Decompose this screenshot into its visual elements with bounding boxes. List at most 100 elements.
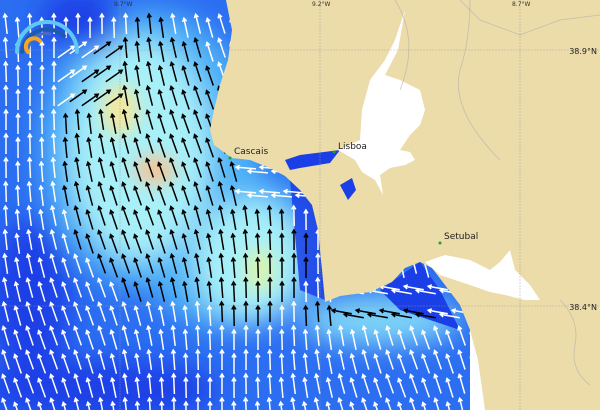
arrow-icon [278,376,285,399]
arrow-icon [207,352,213,375]
arrow-icon [39,136,45,159]
arrow-icon [181,137,191,158]
arrow-icon [97,205,106,226]
arrow-icon [278,400,284,410]
arrow-icon [97,301,106,322]
arrow-icon [109,185,118,206]
arrow-icon [291,252,297,275]
arrow-icon [39,88,45,111]
arrow-icon [49,325,59,346]
arrow-icon [37,232,45,254]
arrow-icon [469,353,478,374]
arrow-icon [457,396,464,410]
arrow-icon [105,45,124,59]
arrow-icon [37,281,46,302]
arrow-icon [193,61,202,82]
arrow-icon [157,209,167,230]
arrow-icon [219,396,225,410]
lat-label: 38.9°N [569,47,597,56]
arrow-icon [314,348,321,371]
arrow-icon [207,376,213,399]
arrow-icon [205,89,215,110]
arrow-icon [61,257,70,278]
arrow-icon [1,397,8,410]
arrow-icon [205,16,214,38]
arrow-icon [3,156,9,179]
arrow-icon [169,36,177,58]
arrow-icon [86,136,93,158]
arrow-icon [14,16,21,39]
arrow-icon [302,352,308,375]
arrow-icon [193,85,203,106]
arrow-icon [414,288,436,295]
arrow-icon [361,373,370,394]
city-marker-icon [438,241,442,245]
arrow-icon [13,401,19,410]
place-label-cascais[interactable]: Cascais [234,147,268,157]
arrow-icon [303,256,309,279]
arrow-icon [266,372,273,395]
arrow-icon [121,205,131,226]
arrow-icon [169,205,178,226]
arrow-icon [303,232,309,255]
arrow-icon [218,276,225,299]
arrow-icon [73,325,83,346]
arrow-icon [49,252,58,274]
arrow-icon [349,377,358,398]
arrow-icon [146,12,152,35]
wave-arc-logo-icon[interactable] [15,20,79,54]
arrow-icon [93,65,112,79]
arrow-icon [25,325,34,346]
arrow-icon [15,64,21,87]
arrow-icon [62,136,69,159]
arrow-icon [27,60,33,83]
arrow-icon [234,188,257,195]
arrow-icon [2,204,9,227]
arrow-icon [146,372,153,395]
arrow-icon [85,329,94,350]
arrow-icon [121,253,131,274]
arrow-icon [219,348,225,371]
arrow-icon [97,325,106,346]
arrow-icon [337,372,346,394]
arrow-icon [134,352,141,374]
arrow-icon [111,16,117,39]
arrow-icon [181,40,190,62]
place-label-setubal[interactable]: Setubal [444,232,478,242]
arrow-icon [85,257,95,278]
arrow-icon [38,208,45,230]
arrow-icon [97,348,106,370]
arrow-icon [98,396,104,410]
arrow-icon [279,280,285,302]
arrow-icon [290,396,296,410]
arrow-icon [170,324,176,347]
arrow-icon [231,328,237,351]
arrow-icon [133,161,142,182]
arrow-icon [266,396,272,410]
arrow-icon [133,281,142,302]
arrow-icon [421,377,431,398]
arrow-icon [291,204,297,227]
arrow-icon [279,304,285,327]
arrow-icon [206,280,212,303]
arrow-icon [97,180,106,202]
arrow-icon [207,328,213,351]
arrow-icon [217,180,226,202]
arrow-icon [122,396,128,410]
arrow-icon [93,41,112,55]
arrow-icon [385,373,395,394]
arrow-icon [302,328,309,351]
arrow-icon [255,280,261,303]
arrow-icon [433,325,443,346]
arrow-icon [37,401,43,410]
place-label-lisboa[interactable]: Lisboa [338,142,367,152]
arrow-icon [49,204,57,226]
arrow-icon [183,400,189,410]
arrow-icon [109,281,119,302]
arrow-icon [457,349,466,370]
arrow-icon [169,229,178,250]
arrow-icon [402,308,424,315]
arrow-icon [121,301,130,322]
